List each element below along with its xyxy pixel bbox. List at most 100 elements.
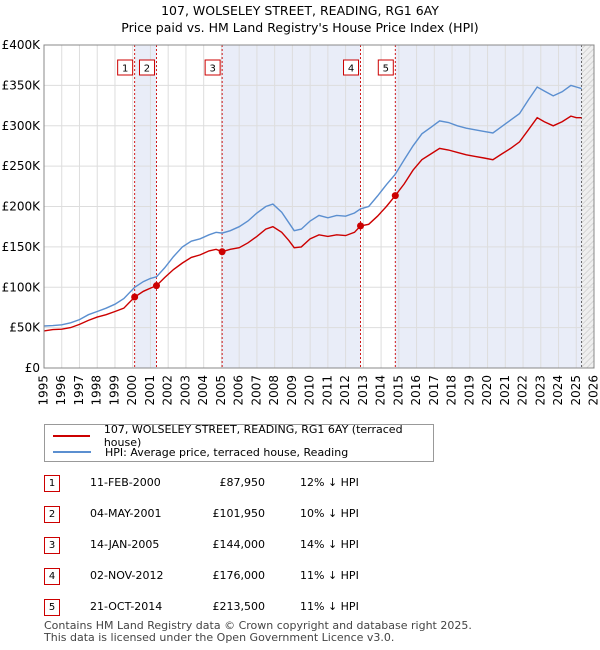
sale-point [131, 293, 139, 301]
sale-marker-box [117, 59, 134, 76]
x-tick-label: 2015 [391, 375, 405, 406]
sale-row: 3 14-JAN-2005 £144,000 14% ↓ HPI [44, 537, 464, 555]
y-tick-label: £0 [25, 361, 40, 375]
sale-price: £144,000 [212, 538, 266, 551]
x-tick-label: 1999 [107, 375, 121, 406]
sale-point [218, 248, 226, 256]
future-hatch [581, 96, 594, 110]
sale-price: £87,950 [219, 476, 266, 489]
legend-label-hpi: HPI: Average price, terraced house, Read… [105, 445, 349, 459]
y-tick-label: £150K [2, 240, 42, 254]
sale-price: £101,950 [212, 507, 266, 520]
x-tick-label: 2009 [285, 375, 299, 406]
legend-line-property [53, 435, 90, 437]
legend-line-hpi [53, 451, 91, 453]
x-tick-label: 2020 [480, 375, 494, 406]
footer-copyright: Contains HM Land Registry data © Crown c… [44, 619, 472, 632]
x-tick-label: 2006 [232, 375, 246, 406]
future-hatch [581, 312, 594, 326]
y-tick-label: £400K [2, 38, 42, 52]
sale-date: 11-FEB-2000 [90, 476, 161, 489]
x-tick-label: 2012 [338, 375, 352, 406]
chart-subtitle: Price paid vs. HM Land Registry's House … [121, 20, 479, 35]
x-tick-label: 2007 [249, 375, 263, 406]
x-tick-label: 2002 [161, 375, 175, 406]
x-tick-label: 2022 [516, 375, 530, 406]
x-tick-label: 2016 [409, 375, 423, 406]
sale-date: 14-JAN-2005 [90, 538, 160, 551]
sale-hpi-diff: 14% ↓ HPI [300, 538, 359, 551]
sale-marker-box [204, 59, 221, 76]
sale-number-badge: 3 [44, 537, 60, 554]
sale-hpi-diff: 12% ↓ HPI [300, 476, 359, 489]
legend-item-hpi: HPI: Average price, terraced house, Read… [53, 444, 348, 460]
x-tick-label: 2026 [587, 375, 600, 406]
footer: Contains HM Land Registry data © Crown c… [44, 620, 472, 644]
x-tick-label: 2025 [569, 375, 583, 406]
sale-date: 21-OCT-2014 [90, 600, 163, 613]
x-tick-label: 1997 [72, 375, 86, 406]
footer-licence: This data is licensed under the Open Gov… [44, 631, 395, 644]
x-tick-label: 2004 [196, 375, 210, 406]
legend-label-property: 107, WOLSELEY STREET, READING, RG1 6AY (… [103, 423, 403, 449]
sale-hpi-diff: 11% ↓ HPI [300, 600, 359, 613]
sale-number-badge: 1 [44, 475, 60, 492]
sale-date: 04-MAY-2001 [90, 507, 162, 520]
y-tick-label: £100K [2, 280, 42, 294]
chart-title: 107, WOLSELEY STREET, READING, RG1 6AY [161, 3, 439, 18]
x-tick-label: 2021 [498, 375, 512, 406]
sale-number-badge: 2 [44, 506, 60, 523]
x-tick-label: 2010 [303, 375, 317, 406]
sale-marker-label: 4 [348, 64, 354, 75]
x-tick-label: 1998 [90, 375, 104, 406]
x-tick-label: 2000 [125, 375, 139, 406]
x-tick-label: 2011 [320, 375, 334, 406]
sale-marker-box [377, 59, 394, 76]
x-tick-label: 1995 [37, 375, 51, 406]
sale-number-badge: 4 [44, 568, 60, 585]
sale-price: £176,000 [212, 569, 266, 582]
price-chart: 1 2 3 4 5 £0 £50K £100K £150K £200K £250K £300K £350… [2, 38, 600, 406]
sale-point [357, 222, 365, 230]
hpi-series-line [43, 84, 582, 327]
x-tick-label: 2014 [374, 375, 388, 406]
sale-marker-box [343, 59, 360, 76]
sale-row: 4 02-NOV-2012 £176,000 11% ↓ HPI [44, 568, 464, 586]
sale-point [152, 282, 160, 290]
x-tick-label: 2005 [214, 375, 228, 406]
sale-row: 2 04-MAY-2001 £101,950 10% ↓ HPI [44, 506, 464, 524]
sale-marker-label: 2 [144, 64, 150, 75]
legend: 107, WOLSELEY STREET, READING, RG1 6AY (… [44, 423, 434, 462]
future-hatch [581, 90, 594, 104]
y-tick-label: £300K [2, 119, 42, 133]
legend-item-property: 107, WOLSELEY STREET, READING, RG1 6AY (… [53, 423, 433, 449]
x-tick-label: 2001 [143, 375, 157, 406]
sale-hpi-diff: 10% ↓ HPI [300, 507, 359, 520]
x-tick-label: 2013 [356, 375, 370, 406]
sale-row: 1 11-FEB-2000 £87,950 12% ↓ HPI [44, 475, 464, 493]
sale-point [391, 192, 399, 200]
x-tick-label: 2008 [267, 375, 281, 406]
future-hatch [581, 306, 594, 320]
x-tick-label: 2019 [462, 375, 476, 406]
y-tick-label: £350K [2, 78, 42, 92]
sale-marker-label: 1 [122, 64, 128, 75]
x-tick-label: 2024 [551, 375, 565, 406]
x-tick-label: 2018 [445, 375, 459, 406]
sale-marker-label: 3 [209, 64, 215, 75]
sale-date: 02-NOV-2012 [90, 569, 164, 582]
y-tick-label: £250K [2, 159, 42, 173]
x-tick-label: 1996 [54, 375, 68, 406]
plot-border [43, 44, 595, 369]
x-tick-label: 2017 [427, 375, 441, 406]
property-series-line [43, 115, 582, 332]
x-tick-label: 2023 [533, 375, 547, 406]
sale-number-badge: 5 [44, 599, 60, 616]
sale-marker-box [138, 59, 155, 76]
sale-hpi-diff: 11% ↓ HPI [300, 569, 359, 582]
x-tick-label: 2003 [178, 375, 192, 406]
y-tick-label: £200K [2, 200, 42, 214]
sale-price: £213,500 [212, 600, 266, 613]
sale-marker-label: 5 [383, 64, 389, 75]
sale-row: 5 21-OCT-2014 £213,500 11% ↓ HPI [44, 599, 464, 617]
